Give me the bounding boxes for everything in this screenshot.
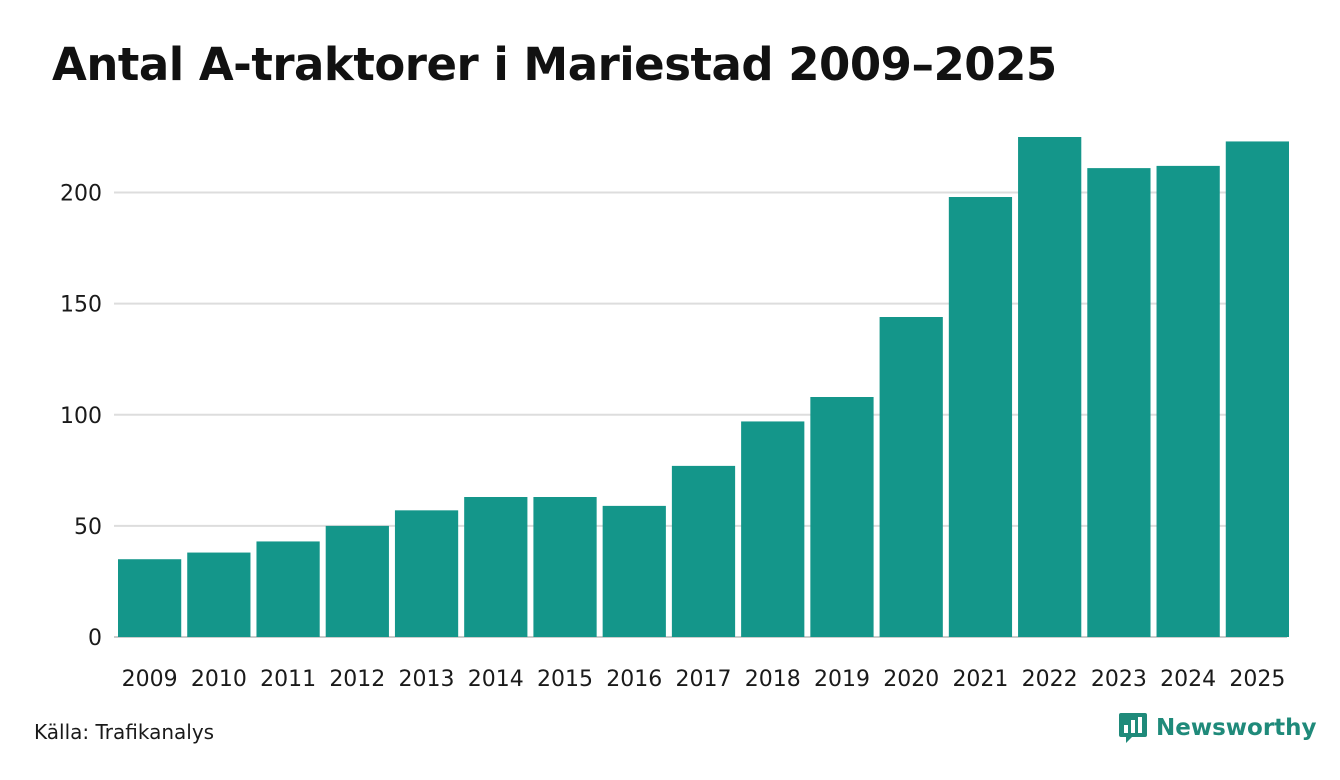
bar-2016: [602, 505, 666, 637]
x-tick-label: 2023: [1091, 667, 1147, 692]
x-tick-label: 2010: [191, 667, 247, 692]
x-tick-label: 2021: [952, 667, 1008, 692]
x-tick-label: 2011: [260, 667, 316, 692]
bar-chart-speech-bubble-icon: [1119, 713, 1147, 743]
bar-2014: [464, 497, 528, 637]
bar-2022: [1018, 137, 1082, 637]
x-tick-label: 2024: [1160, 667, 1216, 692]
bar-2013: [394, 510, 459, 637]
bar-2009: [118, 559, 182, 637]
y-tick-label: 100: [60, 404, 102, 429]
bar-2020: [879, 317, 943, 637]
x-tick-label: 2014: [468, 667, 524, 692]
y-tick-label: 150: [60, 293, 102, 318]
x-axis-ticks: 2009 2010 2011 2012 2013 2014 2015 2016 2017 2018…: [122, 667, 1286, 692]
x-tick-label: 2022: [1022, 667, 1078, 692]
y-tick-label: 0: [88, 626, 102, 651]
x-tick-label: 2017: [676, 667, 732, 692]
x-tick-label: 2025: [1229, 667, 1285, 692]
x-tick-label: 2015: [537, 667, 593, 692]
bar-2018: [741, 421, 805, 637]
x-tick-label: 2013: [399, 667, 455, 692]
brand-logo: Newsworthy: [1118, 712, 1317, 744]
bar-2023: [1087, 168, 1151, 637]
bar-2011: [256, 541, 320, 637]
x-tick-label: 2018: [745, 667, 801, 692]
bars: [118, 137, 1289, 637]
bar-2025: [1225, 141, 1289, 637]
x-tick-label: 2012: [329, 667, 385, 692]
bar-2024: [1156, 165, 1220, 637]
bar-2015: [533, 497, 597, 637]
x-tick-label: 2009: [122, 667, 178, 692]
bar-chart: 0 50 100 150 200 2009 2010 2011 2012 2013 2014 201…: [60, 137, 1289, 692]
y-axis-ticks: 0 50 100 150 200: [60, 182, 102, 651]
x-tick-label: 2019: [814, 667, 870, 692]
source-note: Källa: Trafikanalys: [34, 720, 215, 744]
y-tick-label: 200: [60, 182, 102, 207]
bar-2010: [187, 552, 251, 637]
x-tick-label: 2020: [883, 667, 939, 692]
y-tick-label: 50: [74, 515, 102, 540]
chart-title: Antal A-traktorer i Mariestad 2009–2025: [52, 38, 1057, 91]
bar-2021: [948, 197, 1013, 637]
bar-2019: [810, 397, 874, 637]
x-tick-label: 2016: [606, 667, 662, 692]
brand-name: Newsworthy: [1156, 715, 1317, 741]
bar-2012: [325, 525, 389, 637]
bar-2017: [671, 465, 736, 637]
